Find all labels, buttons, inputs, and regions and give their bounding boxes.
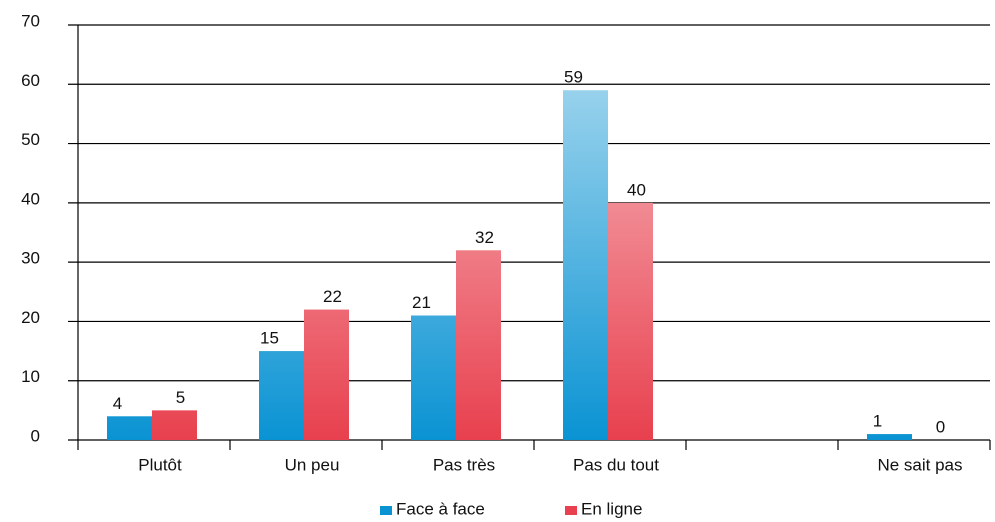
x-tick-label: Pas du tout xyxy=(573,455,659,474)
value-label: 4 xyxy=(113,394,122,413)
y-tick-label: 10 xyxy=(21,367,40,386)
bar xyxy=(152,410,197,440)
y-tick-label: 30 xyxy=(21,249,40,268)
value-label: 22 xyxy=(323,287,342,306)
y-tick-label: 40 xyxy=(21,189,40,208)
bar xyxy=(259,351,304,440)
bar xyxy=(608,202,653,440)
bar xyxy=(107,416,152,440)
x-tick-label: Pas très xyxy=(433,455,495,474)
value-label: 15 xyxy=(260,329,279,348)
value-label: 0 xyxy=(936,417,945,436)
bar xyxy=(563,90,608,440)
value-label: 21 xyxy=(412,293,431,312)
value-label: 1 xyxy=(873,412,882,431)
y-tick-label: 20 xyxy=(21,308,40,327)
legend-swatch xyxy=(565,506,577,515)
legend-swatch xyxy=(380,506,392,515)
x-tick-label: Ne sait pas xyxy=(877,455,962,474)
value-label: 59 xyxy=(564,68,583,87)
y-tick-label: 70 xyxy=(21,11,40,30)
x-tick-label: Un peu xyxy=(285,455,340,474)
value-label: 40 xyxy=(627,180,646,199)
x-tick-label: Plutôt xyxy=(138,455,182,474)
bar xyxy=(456,250,501,440)
legend-label: En ligne xyxy=(581,499,642,518)
value-label: 5 xyxy=(176,388,185,407)
bar xyxy=(304,309,349,440)
value-label: 32 xyxy=(475,228,494,247)
y-tick-label: 50 xyxy=(21,130,40,149)
bar xyxy=(867,434,912,440)
y-tick-label: 60 xyxy=(21,71,40,90)
bar xyxy=(411,315,456,440)
y-tick-label: 0 xyxy=(31,426,40,445)
legend-label: Face à face xyxy=(396,499,485,518)
